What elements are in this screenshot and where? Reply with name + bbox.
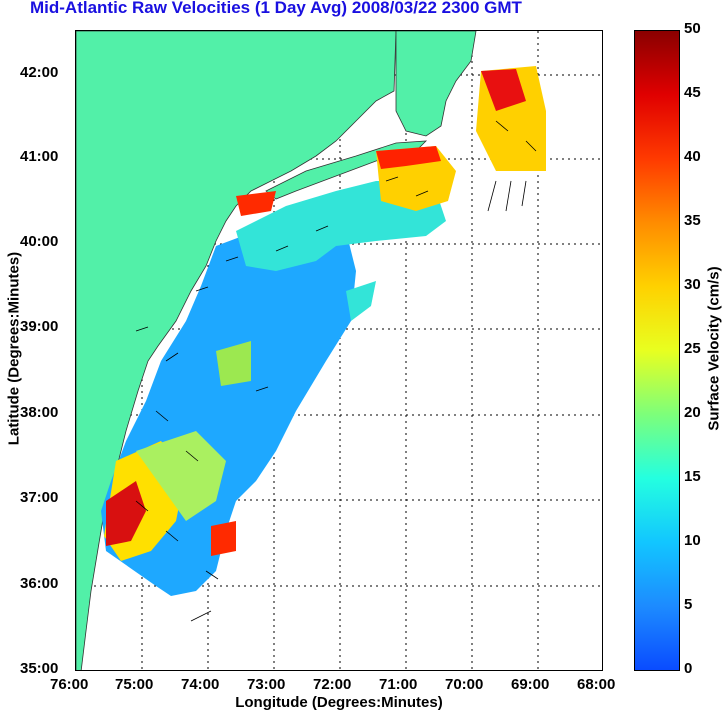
colorbar-tick: 5: [684, 596, 693, 613]
y-tick-label: 35:00: [20, 660, 59, 677]
x-tick-label: 70:00: [445, 676, 484, 693]
x-tick-label: 74:00: [181, 676, 220, 693]
y-axis-label: Latitude (Degrees:Minutes): [5, 251, 23, 446]
colorbar-tick: 50: [684, 20, 701, 37]
x-tick-label: 69:00: [511, 676, 550, 693]
y-tick-label: 36:00: [20, 575, 59, 592]
x-tick-label: 75:00: [115, 676, 154, 693]
colorbar-tick: 45: [684, 84, 701, 101]
colorbar-tick: 25: [684, 340, 701, 357]
x-tick-label: 72:00: [313, 676, 352, 693]
colorbar: [634, 30, 680, 671]
colorbar-tick: 35: [684, 212, 701, 229]
colorbar-tick: 20: [684, 404, 701, 421]
y-tick-label: 39:00: [20, 318, 59, 335]
x-axis-label: Longitude (Degrees:Minutes): [235, 694, 443, 711]
y-tick-label: 37:00: [20, 489, 59, 506]
colorbar-tick: 30: [684, 276, 701, 293]
colorbar-tick: 40: [684, 148, 701, 165]
y-tick-label: 42:00: [20, 64, 59, 81]
velocity-vectors: [135, 120, 537, 622]
y-tick-label: 38:00: [20, 404, 59, 421]
land-mass: [76, 31, 397, 670]
colorbar-label: Surface Velocity (cm/s): [705, 266, 723, 431]
velocity-field: [101, 66, 546, 596]
y-tick-label: 41:00: [20, 148, 59, 165]
y-tick-label: 40:00: [20, 233, 59, 250]
colorbar-tick: 10: [684, 532, 701, 549]
x-tick-label: 76:00: [50, 676, 89, 693]
map-plot-area: [75, 30, 603, 671]
colorbar-tick: 15: [684, 468, 701, 485]
x-tick-label: 68:00: [577, 676, 616, 693]
map-title: Mid-Atlantic Raw Velocities (1 Day Avg) …: [30, 0, 522, 17]
x-tick-label: 73:00: [247, 676, 286, 693]
map-svg: [76, 31, 602, 670]
colorbar-tick: 0: [684, 660, 693, 677]
cape-cod: [395, 31, 477, 137]
x-tick-label: 71:00: [379, 676, 418, 693]
